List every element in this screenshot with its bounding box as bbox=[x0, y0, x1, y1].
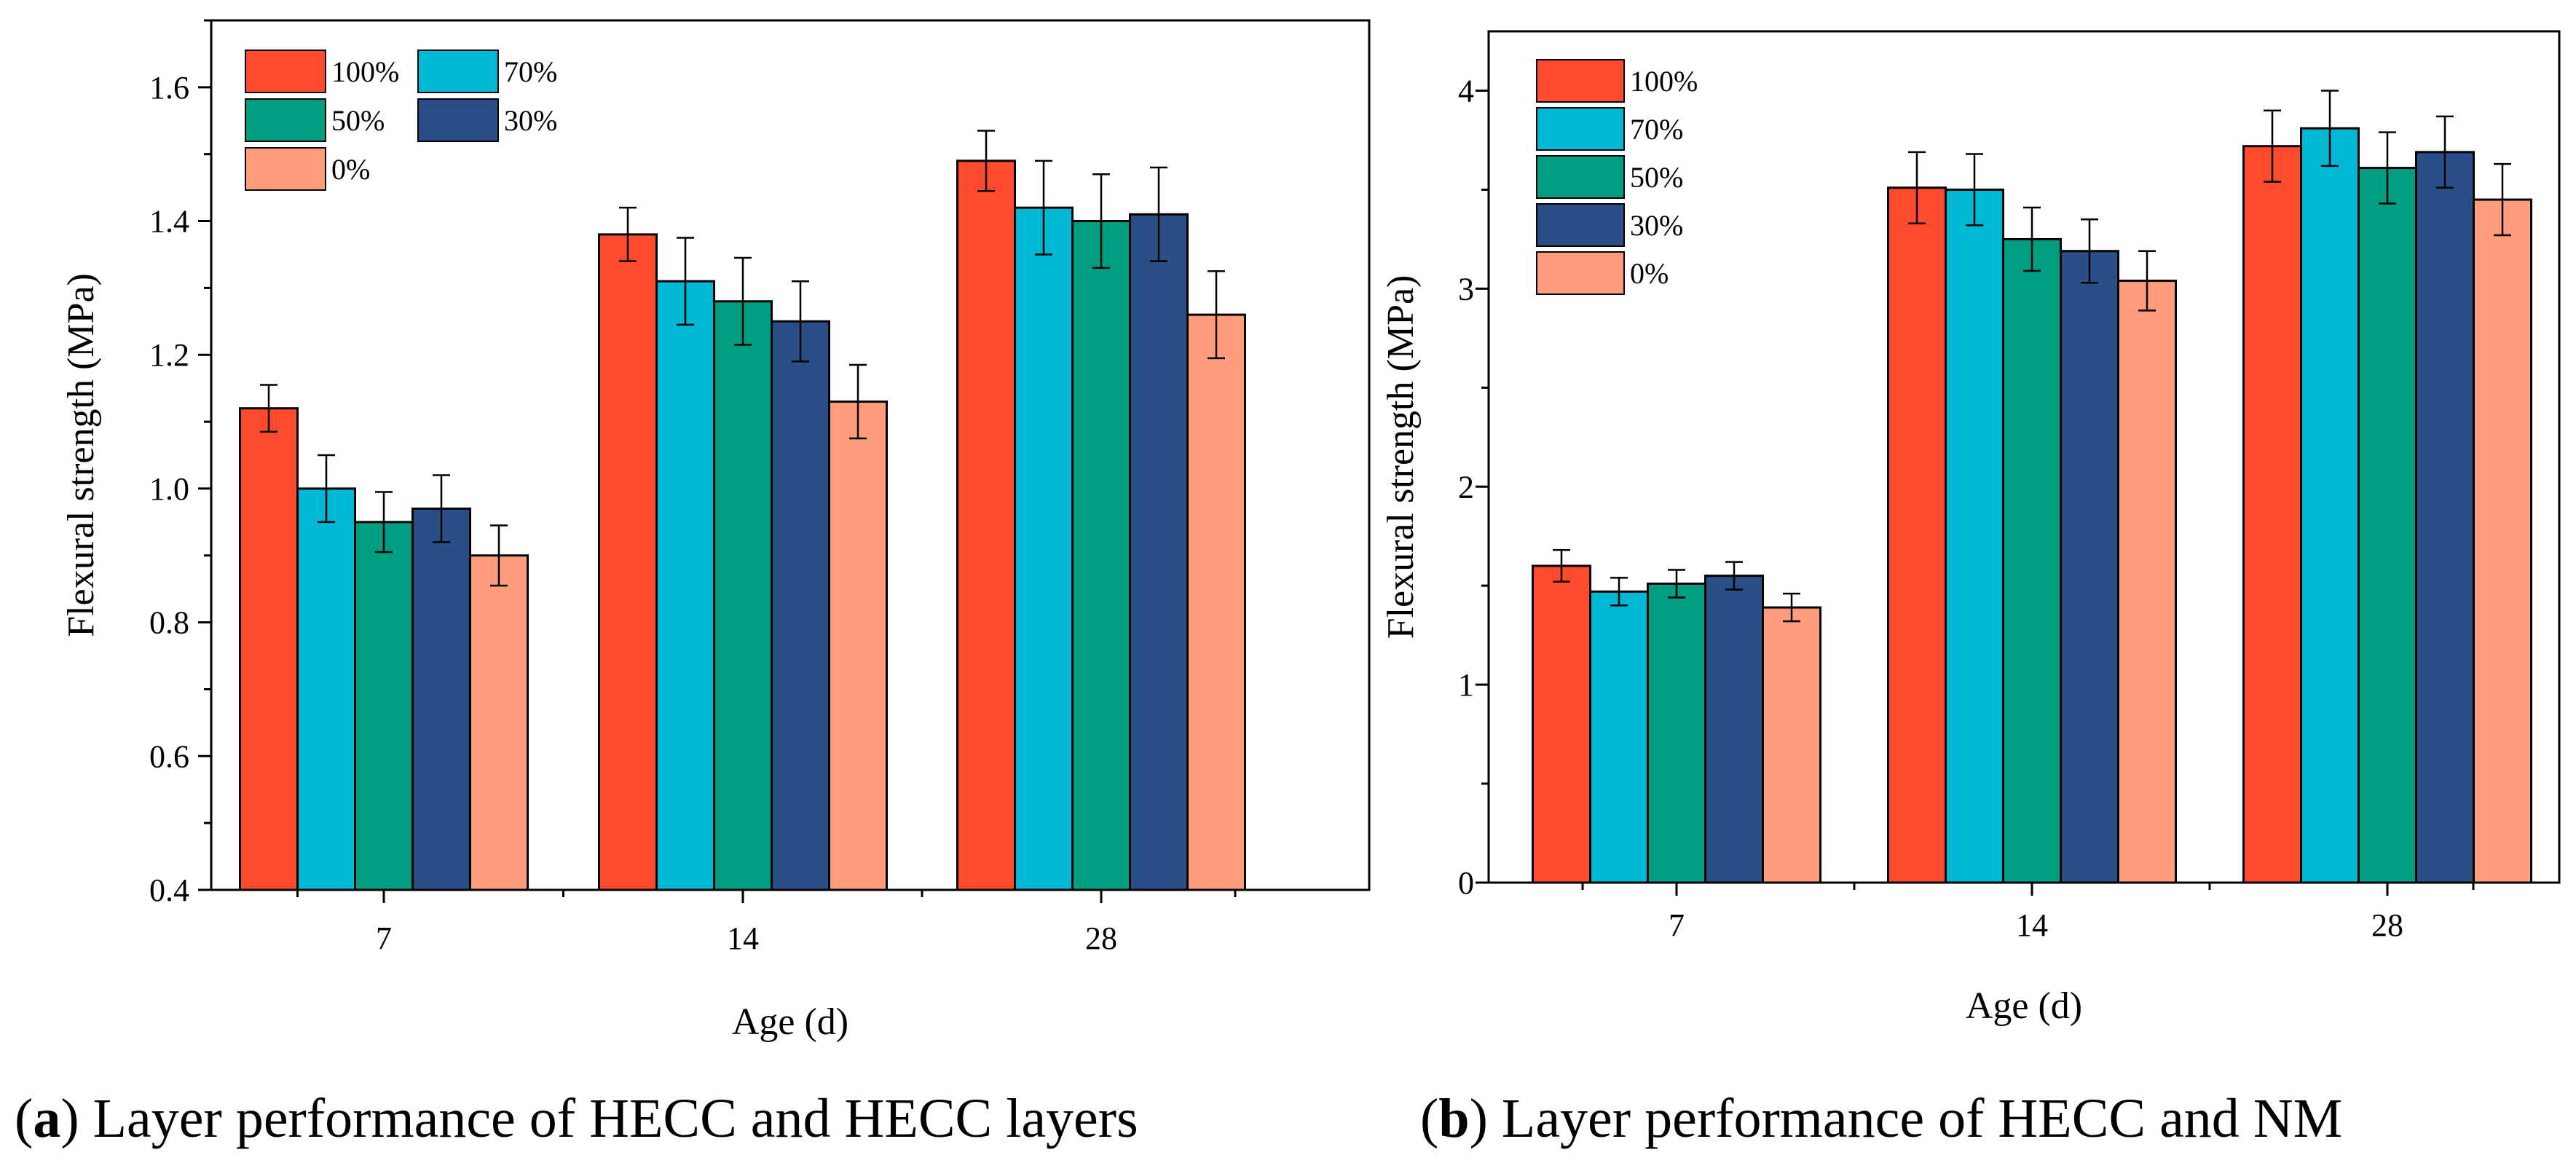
legend-swatch bbox=[1536, 203, 1625, 247]
panel-caption: (a) Layer performance of HECC and HECC l… bbox=[15, 1088, 1138, 1149]
bar bbox=[956, 159, 1016, 891]
legend-swatch bbox=[417, 50, 499, 93]
bar bbox=[2300, 127, 2360, 884]
legend-label: 70% bbox=[1630, 113, 1683, 146]
y-tick-label: 0 bbox=[1458, 865, 1474, 901]
bar bbox=[713, 300, 773, 891]
y-axis-title: Flexural strength (MPa) bbox=[60, 273, 102, 637]
bar bbox=[2415, 151, 2475, 884]
bar bbox=[354, 521, 414, 891]
legend-label: 30% bbox=[1630, 209, 1683, 242]
bar bbox=[2473, 198, 2532, 884]
bar bbox=[469, 554, 529, 891]
y-tick-label: 4 bbox=[1458, 74, 1474, 109]
bar bbox=[828, 401, 888, 891]
x-axis-title: Age (d) bbox=[1966, 985, 2082, 1027]
legend-label: 100% bbox=[1630, 65, 1698, 98]
caption-text: ) Layer performance of HECC and NM bbox=[1470, 1088, 2343, 1149]
bar bbox=[1647, 582, 1706, 884]
y-tick-label: 1.0 bbox=[149, 471, 189, 507]
bar bbox=[2060, 250, 2119, 884]
y-axis-title: Flexural strength (MPa) bbox=[1380, 275, 1422, 639]
bar bbox=[1704, 575, 1764, 884]
legend-swatch bbox=[245, 98, 326, 142]
bar bbox=[2358, 167, 2417, 884]
legend: 100% 70% 50% 30% 0% bbox=[1536, 59, 1698, 295]
bar bbox=[2117, 280, 2177, 884]
y-tick-label: 2 bbox=[1458, 469, 1474, 505]
legend-label: 0% bbox=[1630, 257, 1669, 290]
caption-letter: b bbox=[1438, 1088, 1469, 1149]
bar bbox=[1762, 606, 1821, 884]
bar bbox=[771, 320, 830, 891]
legend-swatch bbox=[1536, 155, 1625, 199]
y-tick-label: 1.2 bbox=[149, 337, 189, 373]
x-tick-label: 28 bbox=[1085, 920, 1117, 956]
legend-label: 70% bbox=[504, 55, 557, 88]
bar bbox=[296, 487, 356, 891]
x-tick-label: 7 bbox=[376, 920, 392, 956]
x-axis-title: Age (d) bbox=[732, 1001, 848, 1043]
y-tick-label: 0.8 bbox=[149, 605, 189, 641]
bar bbox=[1186, 313, 1246, 891]
y-tick-label: 1.6 bbox=[149, 70, 189, 106]
legend-label: 100% bbox=[331, 55, 399, 88]
bar bbox=[1071, 220, 1131, 891]
legend: 100% 70% 50% 30% 0% bbox=[245, 50, 557, 191]
chart-panel-b: 0 1 2 3 4 7 14 28 100% 70% 50% 30% 0% Age (d) Flexural… bbox=[1380, 30, 2561, 1149]
bar bbox=[1945, 188, 2004, 884]
legend-label: 30% bbox=[504, 104, 557, 137]
legend-label: 0% bbox=[331, 153, 370, 186]
bar bbox=[2242, 145, 2302, 884]
legend-swatch bbox=[1536, 107, 1625, 151]
y-tick-label: 0.4 bbox=[149, 872, 189, 908]
caption-letter: a bbox=[33, 1088, 60, 1149]
x-tick-label: 14 bbox=[727, 920, 759, 956]
legend-label: 50% bbox=[1630, 161, 1683, 194]
y-tick-label: 0.6 bbox=[149, 738, 189, 774]
y-tick-label: 3 bbox=[1458, 271, 1474, 307]
caption-paren-open: ( bbox=[15, 1088, 33, 1149]
legend-swatch bbox=[1536, 251, 1625, 295]
panel-caption: (b) Layer performance of HECC and NM bbox=[1420, 1088, 2342, 1149]
chart-panel-a: 0.4 0.6 0.8 1.0 1.2 1.4 1.6 7 14 28 100% 70% 50% 30% 0… bbox=[15, 19, 1371, 1149]
bar bbox=[239, 407, 299, 891]
bar bbox=[1887, 186, 1947, 884]
legend-label: 50% bbox=[331, 104, 385, 137]
bar bbox=[1589, 590, 1649, 884]
y-tick-label: 1.4 bbox=[149, 204, 189, 240]
legend-swatch bbox=[1536, 59, 1625, 103]
bar bbox=[655, 280, 715, 891]
y-tick-label: 1 bbox=[1458, 667, 1474, 703]
legend-swatch bbox=[417, 98, 499, 142]
caption-text: ) Layer performance of HECC and HECC lay… bbox=[60, 1088, 1138, 1149]
x-tick-label: 28 bbox=[2371, 907, 2403, 943]
x-tick-label: 7 bbox=[1669, 907, 1685, 943]
x-tick-label: 14 bbox=[2016, 907, 2048, 943]
bar bbox=[411, 507, 471, 891]
bar bbox=[1532, 564, 1591, 884]
bar bbox=[1014, 206, 1074, 891]
bar bbox=[2002, 237, 2062, 884]
bar bbox=[598, 233, 658, 891]
legend-swatch bbox=[245, 147, 326, 191]
legend-swatch bbox=[245, 50, 326, 93]
bar bbox=[1129, 213, 1189, 891]
caption-paren-open: ( bbox=[1420, 1088, 1438, 1149]
